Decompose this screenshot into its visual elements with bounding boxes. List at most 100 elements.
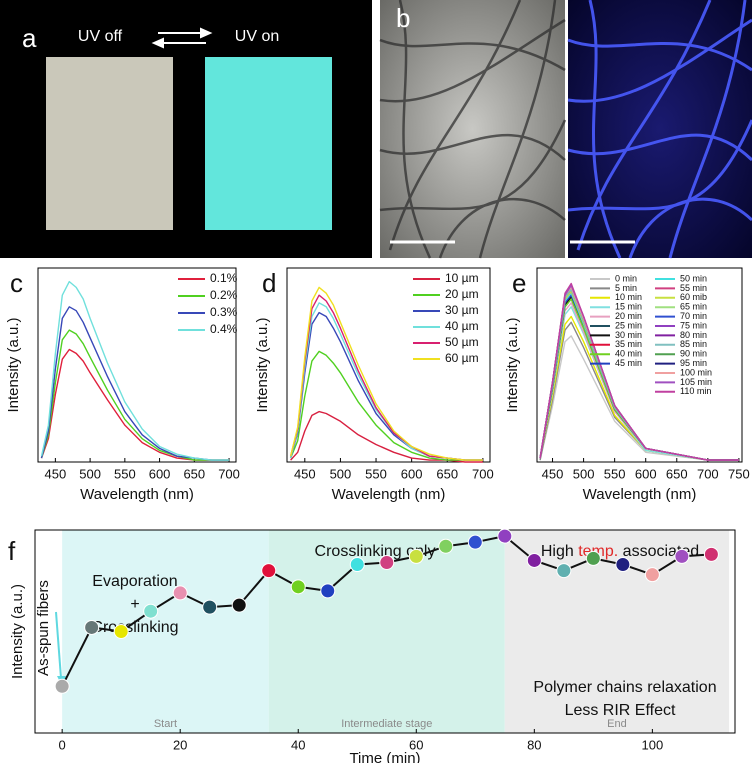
legend-label: 105 min	[680, 377, 712, 387]
marker	[84, 619, 100, 635]
annotation-arrow	[55, 611, 62, 679]
plot-frame	[34, 529, 736, 734]
plot-frame	[37, 267, 237, 463]
legend-label: 55 min	[680, 283, 707, 293]
legend-label: 95 min	[680, 358, 707, 368]
x-tick-label: 650	[183, 466, 205, 481]
region-note: Crosslinking only	[315, 543, 436, 560]
marker	[379, 554, 395, 570]
series-line	[289, 350, 483, 461]
series-line	[289, 286, 483, 461]
x-tick-label: 450	[294, 466, 316, 481]
x-tick-label: 600	[635, 466, 657, 481]
x-tick-label: 750	[728, 466, 750, 481]
legend-label: 30 µm	[445, 303, 479, 317]
x-tick-label: 20	[173, 737, 187, 752]
region-note: +	[130, 596, 139, 613]
legend-label: 50 min	[680, 273, 707, 283]
marker	[261, 563, 277, 579]
x-tick-label: 550	[365, 466, 387, 481]
legend-label: 15 min	[615, 302, 642, 312]
legend-label: 0.2%	[210, 288, 238, 302]
region-note: Crosslinking	[91, 619, 178, 636]
region-note: Evaporation	[92, 573, 177, 590]
x-tick-label: 0	[59, 737, 66, 752]
legend-label: 5 min	[615, 283, 637, 293]
annotation: As-spun fibers	[35, 580, 52, 676]
series-line	[539, 282, 739, 461]
legend-label: 70 min	[680, 311, 707, 321]
legend-label: 25 min	[615, 320, 642, 330]
x-tick-label: 700	[218, 466, 240, 481]
x-tick-label: 600	[149, 466, 171, 481]
legend-label: 30 min	[615, 330, 642, 340]
x-tick-label: 550	[604, 466, 626, 481]
note-part: Polymer chains relaxation	[533, 679, 716, 696]
x-tick-label: 500	[330, 466, 352, 481]
legend-label: 40 µm	[445, 319, 479, 333]
legend-label: 100 min	[680, 367, 712, 377]
series-line	[40, 329, 230, 461]
caption: UV on	[235, 28, 279, 45]
y-axis-label: Intensity (a.u.)	[504, 317, 521, 412]
marker	[467, 534, 483, 550]
x-axis-label: Wavelength (nm)	[332, 486, 446, 503]
x-tick-label: 80	[527, 737, 541, 752]
caption: UV off	[78, 28, 123, 45]
x-tick-label: 700	[472, 466, 494, 481]
x-axis-label: Time (min)	[349, 750, 420, 763]
y-axis-label: Intensity (a.u.)	[254, 317, 271, 412]
marker	[172, 585, 188, 601]
marker	[143, 603, 159, 619]
note-part: +	[130, 596, 139, 613]
legend-label: 10 min	[615, 292, 642, 302]
marker	[674, 548, 690, 564]
legend-label: 45 min	[615, 358, 642, 368]
film-uv-off	[46, 57, 173, 230]
marker	[615, 557, 631, 573]
marker	[408, 548, 424, 564]
marker	[290, 579, 306, 595]
region-note: Polymer chains relaxation	[533, 679, 716, 696]
x-tick-label: 60	[409, 737, 423, 752]
x-tick-label: 500	[79, 466, 101, 481]
panel-label: e	[512, 268, 526, 298]
x-axis-label: Wavelength (nm)	[583, 486, 697, 503]
legend-label: 20 µm	[445, 287, 479, 301]
film-uv-on	[205, 57, 332, 230]
panel-label: c	[10, 268, 23, 298]
x-tick-label: 550	[114, 466, 136, 481]
region-label: End	[607, 718, 627, 730]
marker	[703, 546, 719, 562]
marker	[113, 624, 129, 639]
series-line	[289, 294, 483, 461]
plot-frame	[286, 267, 491, 463]
x-tick-label: 500	[573, 466, 595, 481]
series-line	[40, 306, 230, 461]
marker	[231, 597, 247, 613]
marker	[556, 563, 572, 579]
plot-frame	[536, 267, 743, 463]
x-tick-label: 40	[291, 737, 305, 752]
marker	[526, 552, 542, 568]
region-label: Intermediate stage	[341, 718, 432, 730]
x-tick-label: 450	[542, 466, 564, 481]
legend-label: 50 µm	[445, 335, 479, 349]
note-part: Less RIR Effect	[565, 702, 676, 719]
marker	[320, 583, 336, 599]
marker	[349, 557, 365, 573]
legend-label: 75 min	[680, 320, 707, 330]
note-part: High	[541, 543, 578, 560]
panel-label: a	[22, 23, 37, 53]
legend-label: 35 min	[615, 339, 642, 349]
panel-label: f	[8, 536, 16, 566]
legend-label: 20 min	[615, 311, 642, 321]
marker	[644, 567, 660, 583]
note-part: Evaporation	[92, 573, 177, 590]
x-tick-label: 700	[697, 466, 719, 481]
legend-label: 60 µm	[445, 351, 479, 365]
panel-label: b	[396, 3, 410, 33]
series-line	[40, 280, 230, 461]
fibers	[567, 0, 752, 259]
legend-label: 85 min	[680, 339, 707, 349]
